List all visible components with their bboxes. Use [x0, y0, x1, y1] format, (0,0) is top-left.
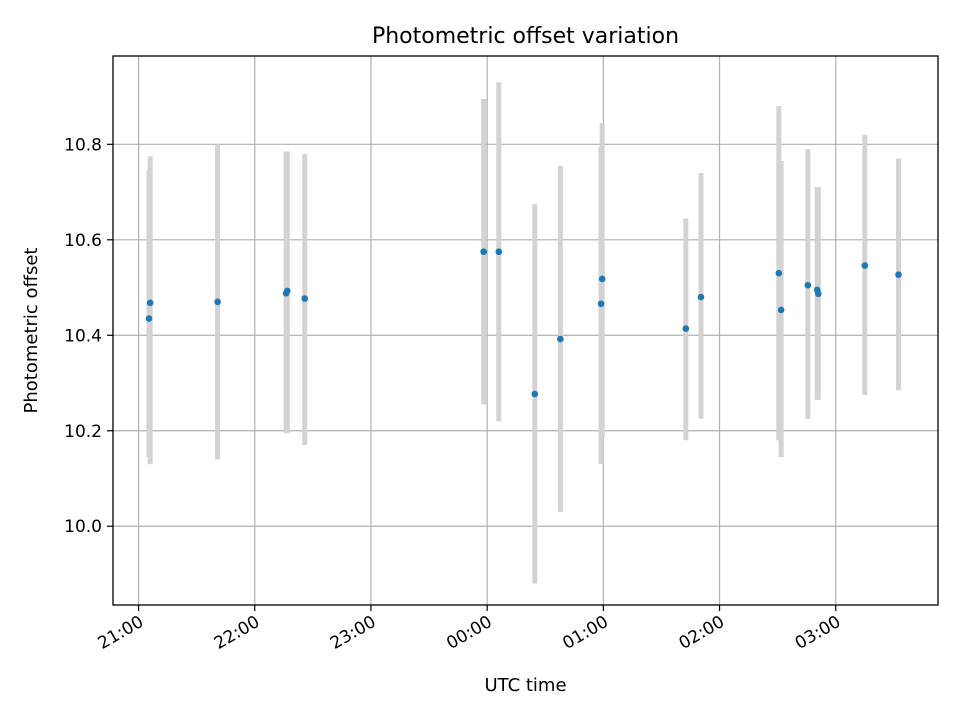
grid-layer	[113, 56, 938, 605]
data-point	[597, 300, 605, 308]
data-point	[598, 275, 606, 283]
point-layer	[145, 248, 902, 398]
y-tick-label: 10.0	[64, 517, 102, 537]
x-axis-label: UTC time	[484, 675, 566, 696]
data-point	[145, 315, 153, 322]
data-point	[557, 335, 564, 343]
data-point	[895, 271, 902, 278]
y-tick-label: 10.8	[64, 135, 102, 155]
x-tick-label: 01:00	[559, 612, 611, 654]
x-tick-label: 02:00	[676, 612, 728, 654]
data-point	[480, 248, 487, 256]
data-point	[214, 298, 221, 306]
data-point	[777, 306, 785, 314]
data-point	[283, 287, 291, 295]
tick-layer: 21:00 22:00 23:00 00:00 01:00 02:00 03:00 10.0 1…	[64, 135, 844, 654]
x-tick-label: 21:00	[95, 612, 147, 654]
y-tick-label: 10.2	[64, 422, 102, 442]
y-axis-label: Photometric offset	[21, 248, 42, 414]
data-point	[697, 293, 705, 301]
data-point	[775, 269, 783, 277]
data-point	[804, 281, 812, 289]
plot-frame	[112, 55, 939, 606]
x-tick-label: 23:00	[327, 612, 379, 654]
data-point	[682, 325, 690, 332]
y-tick-label: 10.6	[64, 231, 102, 251]
data-point	[815, 290, 822, 298]
x-tick-label: 03:00	[792, 612, 844, 654]
data-point	[531, 390, 539, 398]
errorbar-layer	[146, 82, 901, 584]
x-tick-label: 00:00	[443, 612, 495, 654]
data-point	[861, 262, 869, 269]
data-point	[146, 299, 154, 307]
x-tick-label: 22:00	[211, 612, 263, 654]
data-point	[495, 248, 503, 256]
chart-title: Photometric offset variation	[372, 24, 679, 49]
data-point	[301, 295, 309, 302]
y-tick-label: 10.4	[64, 326, 102, 346]
